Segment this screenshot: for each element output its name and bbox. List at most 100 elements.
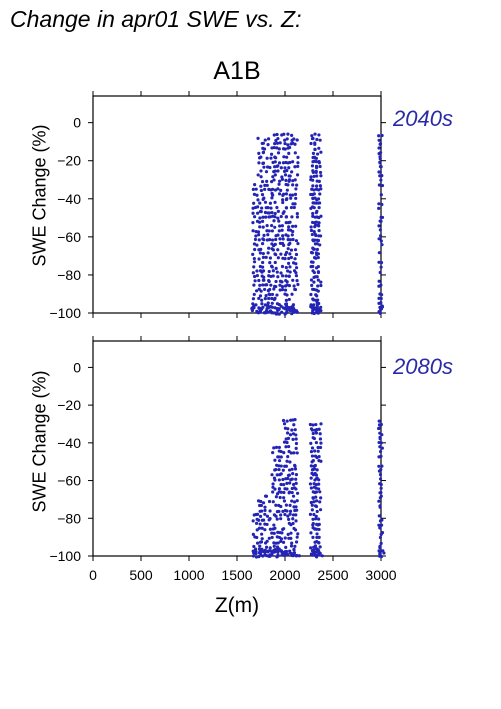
data-point	[260, 298, 264, 302]
data-point	[309, 546, 313, 550]
data-point	[266, 303, 270, 308]
data-point	[284, 545, 288, 550]
data-point	[277, 161, 282, 165]
data-point	[254, 234, 258, 238]
data-point	[378, 449, 383, 454]
data-point	[255, 541, 260, 545]
data-point	[264, 255, 268, 259]
data-point	[315, 499, 319, 503]
data-point	[314, 517, 318, 521]
data-point	[378, 473, 383, 477]
data-point	[277, 478, 281, 482]
data-point	[379, 219, 383, 223]
data-point	[288, 220, 292, 224]
data-point	[311, 260, 315, 264]
x-tick-label-500: 500	[129, 567, 153, 583]
data-point	[281, 198, 285, 202]
data-point	[283, 536, 287, 540]
data-point	[309, 500, 313, 505]
data-point	[288, 460, 292, 464]
data-point	[276, 248, 280, 252]
data-point	[280, 280, 284, 284]
data-point	[284, 464, 288, 468]
data-point	[284, 445, 288, 449]
y-tick-label-2040s-0: 0	[73, 115, 81, 131]
data-point	[294, 446, 298, 450]
data-point	[288, 433, 293, 437]
data-point	[313, 132, 317, 136]
data-point	[257, 151, 261, 155]
data-point	[275, 517, 279, 521]
data-point	[317, 201, 322, 205]
data-point	[318, 243, 322, 247]
data-point	[257, 161, 261, 165]
data-point	[269, 156, 273, 160]
data-point	[287, 225, 291, 229]
data-point	[278, 288, 282, 292]
data-point	[319, 234, 323, 238]
data-point	[289, 451, 293, 455]
data-point	[258, 306, 262, 311]
data-point	[310, 446, 315, 450]
data-point	[318, 500, 322, 504]
data-point	[281, 234, 285, 238]
data-point	[287, 166, 291, 170]
data-point	[314, 210, 318, 215]
data-point	[264, 545, 269, 549]
data-point	[275, 473, 279, 477]
data-point	[271, 274, 275, 278]
data-point	[290, 477, 294, 481]
data-point	[287, 151, 291, 155]
data-point	[252, 283, 256, 287]
data-point	[265, 156, 269, 160]
data-point	[268, 165, 272, 170]
data-point	[315, 468, 319, 472]
data-point	[279, 513, 283, 517]
data-point	[309, 305, 313, 309]
data-point	[282, 210, 286, 214]
data-point	[319, 283, 323, 288]
data-point	[258, 283, 262, 287]
data-point	[268, 260, 272, 265]
data-point	[289, 205, 294, 210]
data-point	[273, 188, 278, 192]
data-point	[319, 496, 323, 500]
data-point	[279, 537, 284, 541]
data-point	[281, 161, 286, 165]
data-point	[257, 547, 262, 551]
data-point	[309, 464, 313, 468]
data-point	[285, 487, 289, 491]
data-point	[315, 137, 319, 142]
data-point	[284, 302, 289, 306]
x-tick-label-2000: 2000	[269, 567, 300, 583]
data-point	[260, 219, 265, 223]
data-point	[316, 270, 320, 274]
data-point	[259, 247, 263, 251]
data-point	[258, 251, 263, 255]
data-point	[273, 160, 277, 164]
data-point	[379, 441, 383, 445]
data-point	[290, 541, 294, 545]
data-point	[252, 201, 256, 205]
x-tick-label-3000: 3000	[365, 567, 396, 583]
data-point	[313, 238, 317, 242]
data-point	[379, 296, 383, 301]
data-point	[255, 512, 260, 516]
data-point	[291, 437, 295, 441]
y-tick-label-2080s-0: 0	[73, 359, 81, 375]
data-point	[265, 522, 269, 527]
data-point	[314, 440, 318, 445]
data-point	[379, 265, 383, 269]
data-point	[295, 553, 299, 558]
data-point	[279, 504, 283, 509]
data-point	[262, 550, 266, 554]
data-point	[291, 521, 295, 526]
data-point	[380, 518, 384, 522]
data-point	[275, 146, 279, 150]
data-point	[274, 311, 279, 315]
data-point	[317, 541, 321, 545]
data-point	[261, 141, 265, 145]
data-point	[270, 535, 274, 540]
data-point	[262, 196, 266, 200]
data-point	[276, 308, 280, 312]
